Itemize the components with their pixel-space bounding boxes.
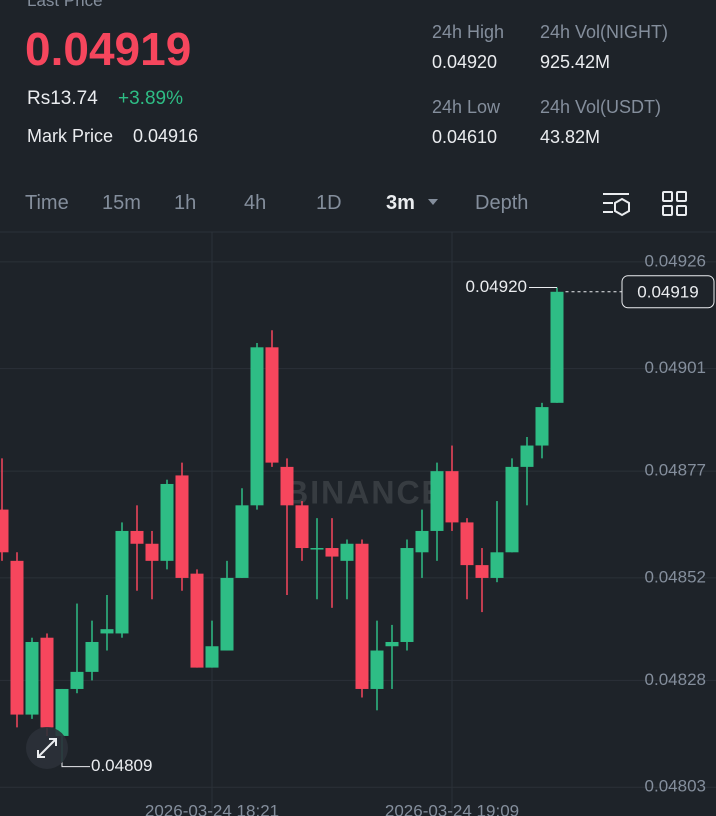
candle-body (115, 530, 129, 634)
candle-body (205, 646, 219, 668)
last-price-tag-label: 0.04919 (637, 282, 698, 301)
candle-body (340, 543, 354, 561)
stat-label: 24h Low (432, 97, 501, 117)
tab[interactable]: Depth (475, 192, 529, 214)
candle-body (250, 347, 264, 506)
candle-body (415, 530, 429, 553)
candle-body (520, 445, 534, 467)
candle-body (370, 650, 384, 689)
candle-body (160, 483, 174, 561)
y-tick-label: 0.04877 (645, 461, 706, 480)
candle-body (460, 522, 474, 566)
candle-body (175, 475, 189, 578)
tab[interactable]: 4h (244, 192, 267, 214)
tab[interactable]: 1h (174, 192, 197, 214)
candle-body (55, 688, 69, 736)
candle-body (265, 347, 279, 463)
candle-body (25, 641, 39, 715)
low-marker (61, 761, 90, 768)
stat-value: 925.42M (540, 52, 611, 72)
candle-body (145, 543, 159, 561)
last-price: 0.04919 (25, 23, 192, 75)
candle-body (85, 641, 99, 672)
y-tick-label: 0.04803 (645, 777, 706, 796)
y-tick-label: 0.04926 (645, 251, 706, 270)
candle-body (190, 573, 204, 668)
mark-price-label: Mark Price (27, 126, 114, 146)
stat-label: 24h Vol(NIGHT) (540, 22, 669, 42)
candle-body (490, 552, 504, 578)
x-tick-label: 2026-03-24 19:09 (385, 801, 519, 816)
last-price-label: Last Price (27, 0, 103, 10)
candle-body (400, 548, 414, 642)
candle-body (505, 466, 519, 553)
candle-body (0, 509, 9, 553)
stat-label: 24h Vol(USDT) (540, 97, 662, 117)
candle-body (325, 548, 339, 557)
last-price-tag (621, 275, 715, 309)
candle-body (10, 560, 24, 715)
tab[interactable]: Time (25, 192, 69, 214)
candle-body (235, 505, 249, 578)
stat-value: 0.04920 (432, 52, 498, 72)
watermark: BINANCE (285, 474, 445, 510)
candle-body (475, 565, 489, 578)
candle-body (280, 466, 294, 506)
stat-value: 43.82M (540, 127, 601, 147)
tab[interactable]: 1D (316, 192, 342, 214)
mark-price: 0.04916 (133, 126, 199, 146)
candle-body (535, 407, 549, 446)
price-change: +3.89% (118, 88, 183, 109)
candle-body (385, 641, 399, 647)
y-tick-label: 0.04901 (645, 358, 706, 377)
candle-body (100, 629, 114, 634)
y-tick-label: 0.04828 (645, 670, 706, 689)
x-tick-label: 2026-03-24 18:21 (145, 801, 279, 816)
y-tick-label: 0.04852 (645, 567, 706, 586)
tab[interactable]: 15m (102, 192, 141, 214)
stat-label: 24h High (432, 22, 505, 42)
candle-body (70, 671, 84, 689)
candle-body (310, 548, 324, 550)
candle-body (355, 543, 369, 689)
stat-value: 0.04610 (432, 127, 498, 147)
high-label: 0.04920 (466, 277, 527, 296)
tab[interactable]: 3m (386, 192, 415, 214)
candle-body (220, 577, 234, 651)
candle-body (550, 291, 564, 403)
fiat-price: Rs13.74 (27, 88, 98, 109)
candle-body (445, 471, 459, 523)
candle-body (130, 530, 144, 544)
candle-body (40, 637, 54, 728)
candle-body (295, 505, 309, 549)
low-label: 0.04809 (91, 756, 152, 775)
candle-body (430, 471, 444, 531)
